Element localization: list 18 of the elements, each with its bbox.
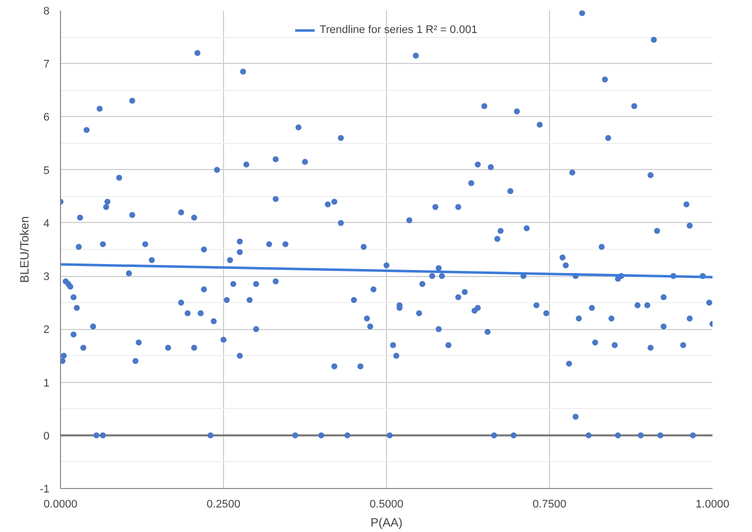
y-tick-label: 1: [43, 377, 50, 390]
y-tick-label: 6: [43, 112, 50, 124]
y-tick-label: 7: [43, 58, 50, 71]
y-tick-label: 5: [43, 164, 50, 177]
x-tick-label: 0.7500: [532, 498, 566, 510]
y-tick-label: 4: [43, 218, 50, 230]
legend-label: Trendline for series 1 R² = 0.001: [320, 24, 478, 36]
x-tick-label: 1.0000: [696, 498, 730, 510]
y-tick-label: 3: [43, 271, 50, 284]
x-axis-title: P(AA): [370, 516, 403, 530]
y-tick-label: -1: [40, 484, 50, 496]
y-tick-label: 8: [43, 6, 50, 18]
x-tick-label: 0.2500: [206, 498, 240, 510]
x-tick-label: 0.0000: [44, 498, 78, 510]
x-tick-label: 0.5000: [370, 498, 404, 510]
y-tick-label: 2: [43, 324, 50, 336]
y-axis-title: BLEU/Token: [18, 216, 32, 283]
y-tick-label: 0: [43, 430, 50, 442]
